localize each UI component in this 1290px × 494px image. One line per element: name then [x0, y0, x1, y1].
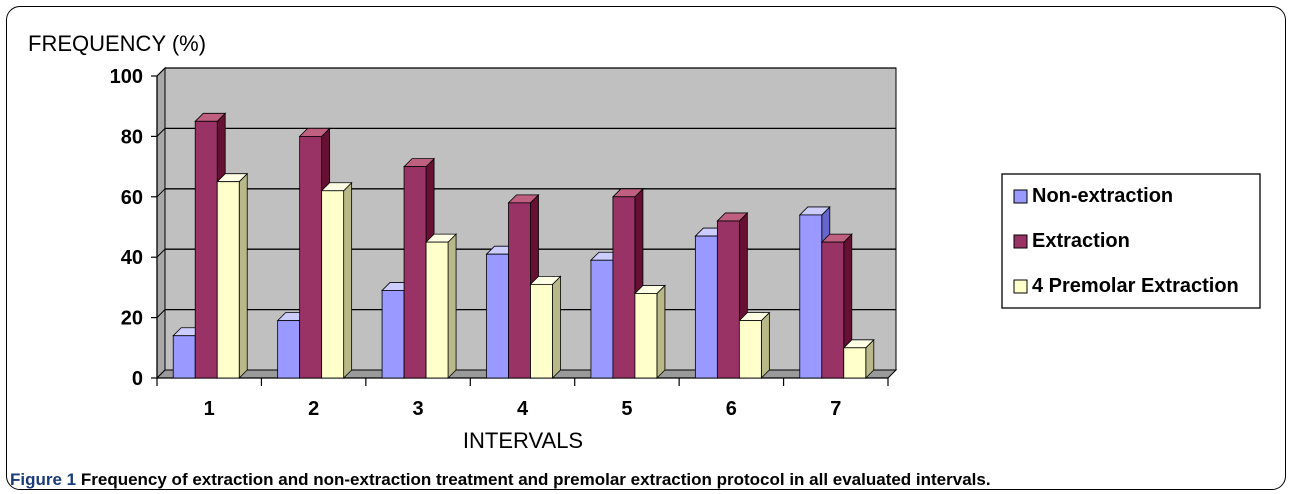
- caption-text: Frequency of extraction and non-extracti…: [80, 470, 991, 489]
- legend: Non-extraction Extraction 4 Premolar Extra…: [1001, 173, 1261, 309]
- bar: [216, 172, 249, 379]
- legend-label: Non-extraction: [1032, 185, 1173, 207]
- legend-box: [1001, 173, 1261, 309]
- gridline-side: [156, 188, 166, 198]
- x-tick-label: 4: [517, 398, 529, 420]
- x-tick-label: 1: [204, 398, 215, 420]
- figure-frame: [6, 6, 1286, 490]
- plot-area: 0 20 40 60 80 100 1 2 3 4 5 6 7: [110, 66, 898, 420]
- gridline-side: [156, 128, 166, 137]
- bar: [738, 311, 771, 379]
- bar: [633, 284, 666, 379]
- y-tick-label: 80: [121, 126, 143, 148]
- y-tick-label: 60: [121, 187, 143, 209]
- y-tick-label: 100: [110, 66, 143, 88]
- y-tick-label: 20: [121, 308, 143, 330]
- legend-swatch: [1013, 279, 1028, 294]
- plot-side-wall: [156, 66, 166, 380]
- bar: [320, 181, 353, 379]
- bar: [529, 275, 562, 379]
- y-tick-label: 40: [121, 247, 143, 269]
- x-tick-label: 3: [413, 398, 424, 420]
- caption-label: Figure 1: [10, 470, 77, 489]
- legend-swatch: [1013, 234, 1028, 249]
- x-axis-title: INTERVALS: [463, 428, 583, 453]
- y-tick-label: 0: [132, 368, 143, 390]
- x-tick-label: 2: [308, 398, 319, 420]
- figure-caption: Figure 1 Frequency of extraction and non…: [10, 470, 991, 490]
- gridline-side: [156, 67, 166, 77]
- x-tick-label: 5: [621, 398, 632, 420]
- bar: [425, 233, 458, 379]
- legend-label: 4 Premolar Extraction: [1032, 275, 1239, 297]
- bar: [842, 338, 875, 379]
- gridline-side: [156, 248, 166, 258]
- gridline-side: [156, 309, 166, 318]
- x-tick-label: 6: [726, 398, 737, 420]
- legend-label: Extraction: [1032, 230, 1130, 252]
- legend-swatch: [1013, 189, 1028, 204]
- x-tick-label: 7: [830, 398, 841, 420]
- y-axis-title: FREQUENCY (%): [28, 31, 206, 56]
